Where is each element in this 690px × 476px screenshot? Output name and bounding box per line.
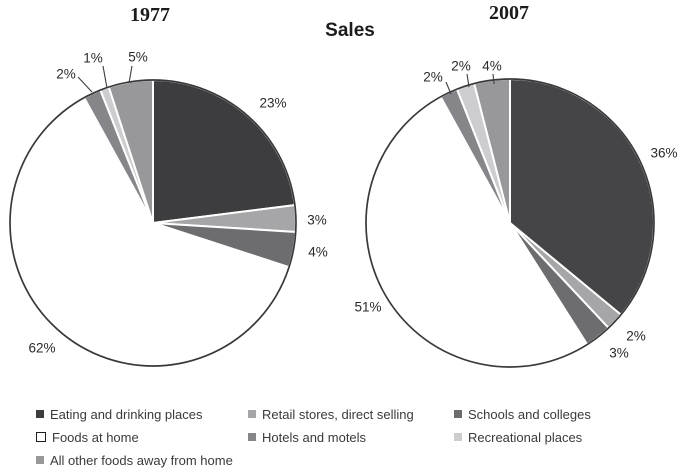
legend-item: Recreational places [454, 426, 684, 448]
legend-swatch [248, 433, 256, 441]
pie-outline [9, 79, 297, 367]
legend-item: Schools and colleges [454, 403, 684, 425]
slice-percentage-label: 4% [308, 245, 328, 260]
slice-percentage-label: 23% [259, 96, 286, 111]
pie-2007: 36% 2% 3% 51% 2% 2% 4% [354, 59, 678, 368]
legend-label: All other foods away from home [50, 452, 233, 468]
slice-percentage-label: 3% [609, 346, 629, 361]
label-leader-line [492, 73, 495, 85]
legend-swatch [454, 433, 462, 441]
slice-percentage-label: 2% [423, 70, 443, 85]
label-leader-line [77, 76, 93, 93]
slice-percentage-label: 2% [56, 67, 76, 82]
slice-percentage-label: 36% [650, 146, 677, 161]
slice-percentage-label: 1% [83, 51, 103, 66]
legend-swatch [36, 432, 46, 442]
legend-label: Schools and colleges [468, 406, 591, 422]
slice-percentage-label: 2% [451, 59, 471, 74]
legend-label: Eating and drinking places [50, 406, 203, 422]
slice-percentage-label: 5% [128, 50, 148, 65]
legend-label: Recreational places [468, 429, 583, 445]
pie-2007-title: 2007 [489, 2, 529, 24]
label-leader-line [445, 81, 452, 95]
legend-label: Hotels and motels [262, 429, 367, 445]
legend-item: Eating and drinking places [36, 403, 248, 425]
slice-percentage-label: 4% [482, 59, 502, 74]
legend-swatch [36, 456, 44, 464]
legend-label: Foods at home [52, 429, 139, 445]
legend-item: Retail stores, direct selling [248, 403, 454, 425]
legend-item: All other foods away from home [36, 449, 248, 471]
slice-percentage-label: 2% [626, 329, 646, 344]
chart-main-title: Sales [325, 20, 375, 41]
slice-percentage-label: 51% [354, 300, 381, 315]
legend-item: Hotels and motels [248, 426, 454, 448]
legend-item: Foods at home [36, 426, 248, 448]
label-leader-line [102, 65, 108, 89]
slice-percentage-label: 62% [28, 341, 55, 356]
slice-percentage-label: 3% [307, 213, 327, 228]
label-leader-line [466, 73, 470, 88]
label-leader-line [128, 65, 133, 84]
legend-swatch [454, 410, 462, 418]
legend-swatch [36, 410, 44, 418]
legend: Eating and drinking places Retail stores,… [36, 403, 684, 471]
pie-1977: 23% 3% 4% 62% 2% 1% 5% [9, 50, 328, 368]
pie-1977-title: 1977 [130, 4, 170, 26]
pie-outline [365, 78, 655, 368]
legend-label: Retail stores, direct selling [262, 406, 414, 422]
legend-swatch [248, 410, 256, 418]
